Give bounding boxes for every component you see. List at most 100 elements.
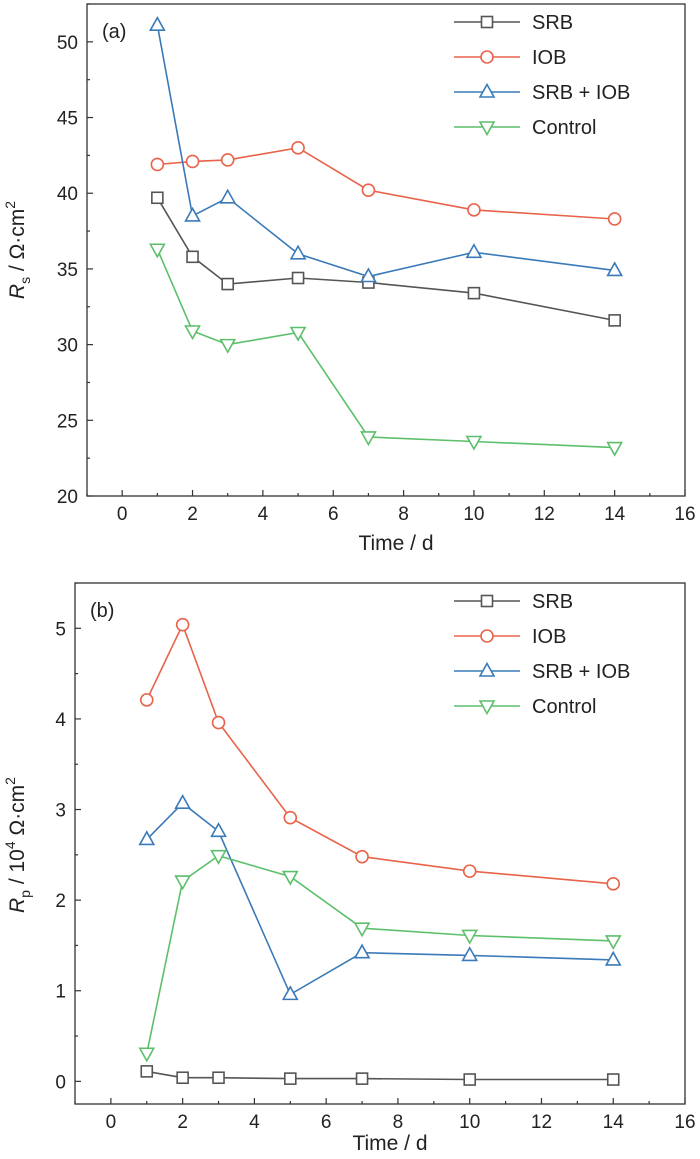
panel-b-y-axis-title-rest: / 10 xyxy=(6,849,29,890)
panel-b-point-srb xyxy=(355,1072,369,1085)
panel-a-x-tick-label: 6 xyxy=(328,504,339,525)
panel-b-legend-label-srb: SRB xyxy=(532,591,573,613)
panel-a-series-control xyxy=(148,243,624,457)
panel-b-point-control xyxy=(138,1047,156,1063)
panel-a-point-srb-iob xyxy=(148,16,166,31)
panel-a-point-srb-iob xyxy=(465,243,483,259)
panel-b-point-srb xyxy=(283,1072,297,1085)
panel-b-point-iob xyxy=(355,849,369,864)
panel-b-legend-marker-iob xyxy=(480,629,494,643)
panel-a-legend: SRB IOB SRB + IOB Control xyxy=(454,12,630,139)
panel-a: 0 2 4 6 8 10 12 14 16 20 25 30 35 40 45 50 Time / d Rs / … xyxy=(2,3,696,555)
panel-b-point-control xyxy=(353,922,371,938)
panel-b-panel-label: (b) xyxy=(90,600,114,622)
panel-a-point-iob xyxy=(185,154,200,169)
panel-b-y-axis-title: Rp / 104 Ω·cm2 xyxy=(2,777,33,913)
panel-a-point-control xyxy=(606,441,624,457)
panel-b-x-tick-label: 4 xyxy=(249,1112,260,1133)
panel-a-legend-label-control: Control xyxy=(532,117,596,139)
panel-b-point-srb xyxy=(176,1071,189,1085)
panel-a-x-tick-label: 16 xyxy=(674,504,695,525)
panel-b-y-tick-label: 1 xyxy=(55,982,66,1003)
panel-b-point-srb-iob xyxy=(210,822,227,838)
panel-b-legend: SRB IOB SRB + IOB Control xyxy=(454,591,630,718)
panel-a-series-srb-iob xyxy=(148,16,624,283)
panel-b-series-line-control xyxy=(146,854,614,1054)
panel-a-x-tick-label: 0 xyxy=(117,504,128,525)
panel-a-point-control xyxy=(465,435,483,451)
panel-b-y-tick-label: 4 xyxy=(55,710,66,731)
panel-b-x-tick-label: 2 xyxy=(177,1112,188,1133)
panel-b-legend-marker-srb-iob xyxy=(478,661,496,677)
panel-a-point-control xyxy=(148,243,166,259)
panel-a-y-tick-label: 35 xyxy=(57,260,78,281)
panel-a-x-tick-label: 14 xyxy=(604,504,626,525)
panel-a-point-iob xyxy=(291,141,305,155)
panel-a-y-axis-title-sup: 2 xyxy=(2,201,18,209)
panel-b-point-srb xyxy=(212,1071,225,1085)
panel-b-x-tick-label: 12 xyxy=(531,1112,552,1133)
panel-a-y-axis-title-sub: s xyxy=(17,277,33,284)
panel-b-point-srb xyxy=(140,1065,154,1078)
panel-b-x-tick-label: 8 xyxy=(393,1112,404,1133)
panel-b-legend-label-control: Control xyxy=(532,696,596,718)
panel-a-point-srb-iob xyxy=(184,206,201,222)
panel-a-plot-frame xyxy=(86,3,686,497)
panel-a-x-tick-label: 10 xyxy=(463,504,484,525)
panel-a-legend-label-srb-iob: SRB + IOB xyxy=(532,82,630,104)
panel-b-point-srb-iob xyxy=(353,943,371,959)
panel-b-x-tick-label: 0 xyxy=(106,1112,117,1133)
panel-a-y-tick-label: 50 xyxy=(57,33,78,54)
panel-b-legend-label-iob: IOB xyxy=(532,626,566,648)
panel-b-point-srb-iob xyxy=(138,830,156,846)
panel-b-x-tick-label: 6 xyxy=(321,1112,332,1133)
panel-a-point-iob xyxy=(150,157,165,172)
panel-a-point-srb xyxy=(186,250,199,264)
panel-a-legend-marker-iob xyxy=(480,50,494,64)
panel-b-y-tick-label: 5 xyxy=(55,619,66,640)
panel-a-point-control xyxy=(184,325,201,341)
panel-a-point-iob xyxy=(361,183,376,198)
panel-b-series-iob xyxy=(139,617,621,891)
panel-b-series-srb-iob xyxy=(138,794,622,1001)
panel-a-point-srb-iob xyxy=(606,261,624,277)
panel-b-point-control xyxy=(281,870,299,886)
panel-b-y-axis-title-sub: p xyxy=(17,890,33,898)
panel-b-x-tick-label: 10 xyxy=(459,1112,480,1133)
panel-a-point-srb xyxy=(467,286,481,300)
panel-b-series-srb xyxy=(140,1065,620,1086)
panel-b-point-control xyxy=(210,849,227,865)
panel-a-point-srb-iob xyxy=(360,267,377,283)
panel-b-y-axis-title-main: R xyxy=(6,898,29,913)
panel-b-point-iob xyxy=(606,877,621,891)
panel-b-x-tick-label: 14 xyxy=(603,1112,625,1133)
panel-a-legend-marker-srb-iob xyxy=(478,82,496,98)
panel-a-point-iob xyxy=(220,153,235,167)
panel-b-y-axis-title-tail: Ω·cm xyxy=(6,785,29,842)
panel-a-point-iob xyxy=(607,212,622,226)
panel-a-legend-marker-control xyxy=(478,121,496,137)
panel-b-point-iob xyxy=(462,864,477,878)
panel-a-point-srb xyxy=(221,277,235,291)
panel-b-y-tick-label: 3 xyxy=(55,801,66,822)
panel-a-x-tick-label: 8 xyxy=(398,504,409,525)
panel-a-y-axis-title-rest: / Ω·cm xyxy=(6,209,29,277)
panel-b-point-iob xyxy=(139,693,154,707)
panel-b-point-srb-iob xyxy=(461,946,479,962)
panel-a-series-line-srb xyxy=(156,197,615,322)
panel-b-point-iob xyxy=(175,617,190,632)
panel-b-point-srb-iob xyxy=(174,794,192,809)
panel-a-y-tick-label: 45 xyxy=(57,109,78,130)
panel-b-y-tick-label: 0 xyxy=(55,1072,66,1093)
panel-b-point-control xyxy=(604,935,622,951)
panel-a-legend-marker-srb xyxy=(480,15,494,29)
panel-b-legend-marker-srb xyxy=(480,594,494,608)
panel-b-point-srb xyxy=(606,1073,620,1086)
panel-a-point-srb-iob xyxy=(289,244,307,260)
panel-a-y-tick-label: 20 xyxy=(57,487,78,508)
panel-b-point-control xyxy=(174,875,192,891)
panel-a-y-tick-label: 25 xyxy=(57,411,78,432)
panel-a-point-srb xyxy=(291,271,305,285)
